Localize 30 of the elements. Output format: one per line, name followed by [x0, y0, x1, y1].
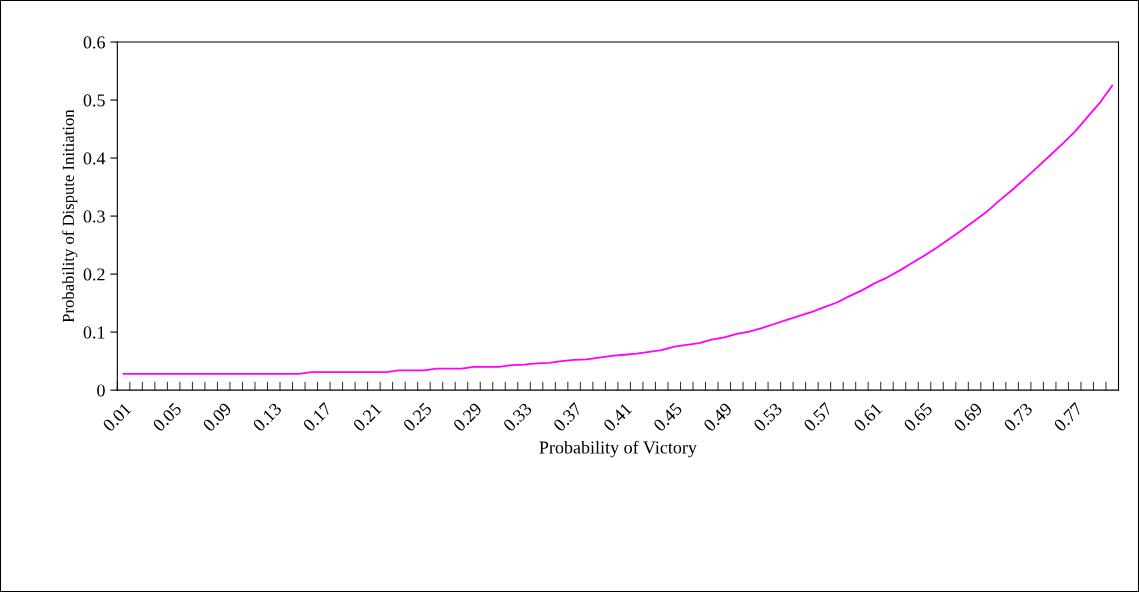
x-tick-label: 0.73 — [1003, 402, 1034, 433]
x-tick-label: 0.49 — [702, 402, 733, 433]
x-tick-label: 0.01 — [102, 402, 132, 433]
x-tick-label: 0.37 — [552, 401, 583, 433]
y-tick-label: 0.3 — [83, 210, 105, 223]
x-tick-label: 0.33 — [502, 402, 533, 433]
x-axis-title: Probability of Victory — [539, 440, 697, 458]
y-tick-label: 0.6 — [83, 36, 105, 49]
x-tick-label: 0.61 — [852, 402, 883, 433]
x-tick-label: 0.69 — [953, 402, 984, 433]
y-axis-title: Probability of Dispute Initiation — [62, 109, 78, 323]
x-tick-label: 0.09 — [202, 402, 233, 433]
x-tick-label: 0.65 — [903, 402, 934, 433]
y-tick-label: 0.2 — [83, 268, 105, 281]
y-tick-label: 0 — [97, 384, 105, 397]
x-tick-label: 0.17 — [302, 401, 333, 433]
x-tick-label: 0.25 — [402, 402, 433, 433]
x-tick-label: 0.13 — [252, 402, 283, 433]
x-tick-label: 0.57 — [802, 401, 834, 433]
line-series — [122, 84, 1114, 375]
y-tick-label: 0.5 — [83, 94, 105, 107]
x-tick-label: 0.29 — [452, 402, 483, 433]
x-tick-label: 0.05 — [152, 402, 183, 433]
x-tick-label: 0.21 — [352, 402, 383, 433]
x-tick-label: 0.53 — [752, 402, 783, 433]
x-tick-label: 0.41 — [602, 402, 633, 433]
x-tick-label: 0.77 — [1053, 401, 1084, 433]
x-tick-label: 0.45 — [652, 402, 683, 433]
y-tick-label: 0.4 — [83, 152, 106, 165]
y-tick-label: 0.1 — [83, 326, 105, 339]
